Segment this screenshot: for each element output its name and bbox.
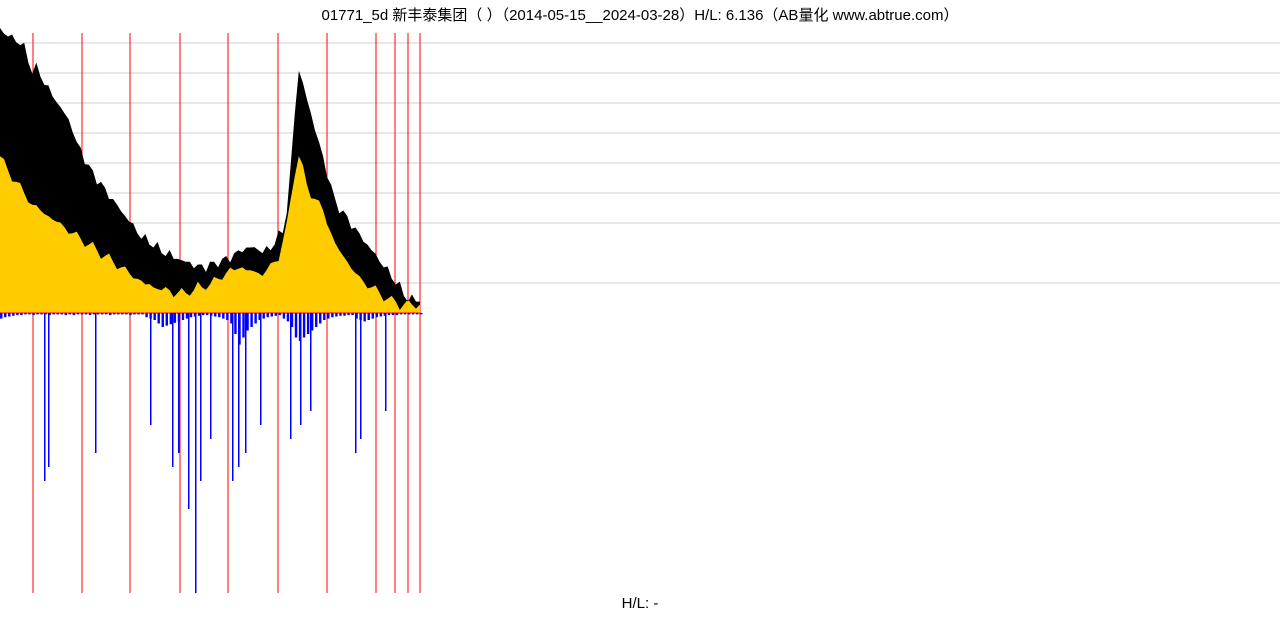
- chart-title: 01771_5d 新丰泰集团（ ）（2014-05-15__2024-03-28…: [0, 0, 1280, 28]
- chart-footer: H/L: -: [0, 593, 1280, 614]
- chart-container: [0, 28, 1280, 593]
- price-volume-chart: [0, 28, 1280, 593]
